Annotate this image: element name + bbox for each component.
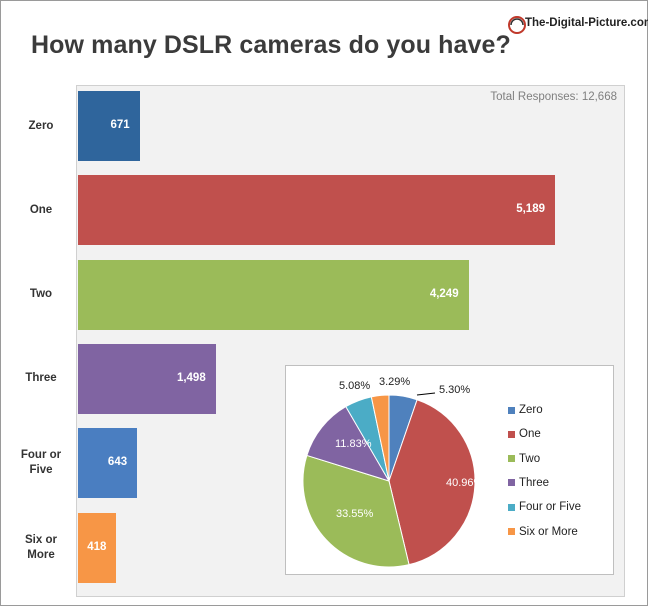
bar-zero — [78, 91, 140, 161]
pie-slice-two — [302, 454, 410, 568]
legend-swatch-two — [508, 455, 515, 463]
bar-value-one: 5,189 — [516, 203, 545, 216]
bar-value-two: 4,249 — [429, 287, 459, 300]
total-responses: Total Responses: 12,668 — [490, 91, 617, 103]
pie-slice-three — [306, 405, 391, 482]
pie-label-zero: 5.30% — [439, 384, 470, 396]
pie-label-one: 40.96% — [446, 477, 484, 489]
legend-item-one: One — [508, 428, 541, 440]
pie-slice-one — [388, 399, 476, 566]
category-label-six-or-more: Six or More — [25, 533, 57, 561]
legend-label-one: One — [519, 428, 541, 441]
legend-label-four-or-five: Four or Five — [519, 501, 581, 514]
bar-value-three: 1,498 — [176, 371, 206, 384]
logo-text: The-Digital-Picture.com — [525, 17, 648, 29]
legend-item-zero: Zero — [508, 404, 543, 416]
pie-chart: 5.30% 40.96% 33.55% 11.83% 5.08% 3.29% — [302, 376, 484, 568]
category-label-zero: Zero — [28, 119, 54, 132]
chart-title: How many DSLR cameras do you have? — [31, 31, 511, 59]
bar-four-or-five — [78, 428, 138, 499]
category-label-four-or-five: Four or Five — [20, 449, 62, 477]
legend-label-two: Two — [519, 452, 541, 465]
legend-label-zero: Zero — [519, 404, 543, 416]
site-logo: The-Digital-Picture.com — [507, 9, 648, 45]
pie-label-four-or-five: 5.08% — [339, 380, 370, 392]
category-label-one: One — [29, 203, 53, 216]
legend-swatch-zero — [508, 406, 515, 414]
legend-label-six-or-more: Six or More — [519, 525, 578, 538]
legend-item-six-or-more: Six or More — [508, 526, 578, 538]
bar-three — [78, 343, 216, 414]
pie-slice-six-or-more — [370, 394, 390, 482]
bar-one — [78, 175, 555, 246]
pie-label-three: 11.83% — [335, 438, 372, 450]
legend-swatch-three — [508, 479, 515, 487]
pie-label-two: 33.55% — [336, 508, 374, 520]
pie-label-six-or-more: 3.29% — [379, 376, 410, 388]
logo-icon — [508, 16, 526, 34]
legend-label-three: Three — [519, 476, 550, 489]
legend-swatch-six-or-more — [508, 528, 515, 535]
bar-two — [78, 259, 469, 330]
pie-leader-line-zero — [416, 392, 436, 396]
bar-value-zero: 671 — [110, 119, 130, 131]
bar-value-four-or-five: 643 — [107, 456, 128, 469]
legend-item-two: Two — [508, 453, 540, 465]
pie-chart-box: 5.30% 40.96% 33.55% 11.83% 5.08% 3.29% Zero On… — [285, 365, 614, 575]
legend-item-four-or-five: Four or Five — [508, 501, 581, 513]
legend-swatch-one — [508, 430, 515, 438]
category-label-two: Two — [29, 288, 53, 301]
legend-swatch-four-or-five — [508, 503, 515, 511]
category-label-three: Three — [25, 372, 57, 385]
legend-item-three: Three — [508, 477, 549, 489]
bar-value-six-or-more: 418 — [87, 540, 107, 553]
bar-six-or-more — [78, 512, 117, 583]
